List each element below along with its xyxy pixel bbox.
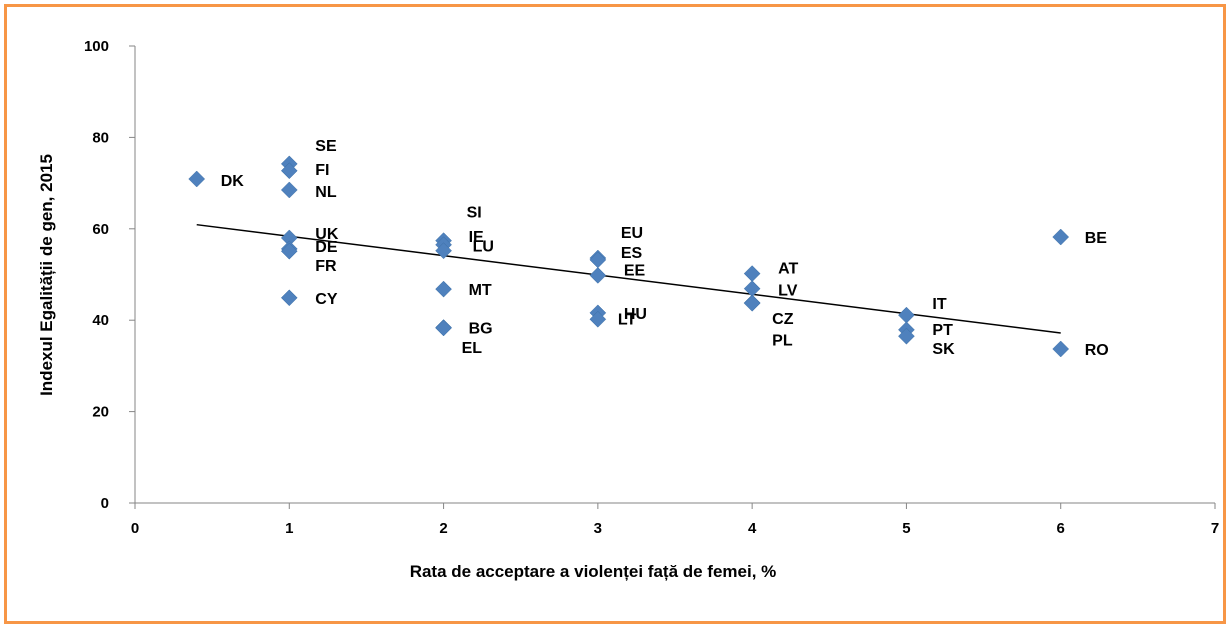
y-tick-label: 40: [92, 312, 109, 329]
point-label-lv: LV: [778, 283, 798, 300]
x-tick-label: 7: [1211, 520, 1219, 537]
x-tick-label: 5: [902, 520, 910, 537]
point-label-cy: CY: [315, 291, 338, 308]
data-point-ro: [1052, 340, 1070, 358]
data-point-el: [435, 319, 452, 337]
point-label-ee: EE: [624, 262, 646, 279]
data-point-fr: [280, 242, 298, 260]
data-point-es: [589, 251, 607, 269]
point-label-si: SI: [467, 205, 482, 222]
data-points: [188, 155, 1070, 358]
y-tick-label: 0: [101, 495, 109, 512]
point-label-fi: FI: [315, 162, 329, 179]
data-point-pl: [743, 294, 761, 312]
point-label-fr: FR: [315, 258, 337, 275]
point-label-bg: BG: [469, 321, 493, 338]
data-point-dk: [188, 170, 206, 188]
point-label-de: DE: [315, 239, 338, 256]
point-label-ro: RO: [1085, 342, 1109, 359]
x-tick-label: 2: [439, 520, 447, 537]
y-axis-title: Indexul Egalității de gen, 2015: [37, 154, 56, 396]
x-tick-label: 3: [594, 520, 602, 537]
y-tick-label: 80: [92, 129, 109, 146]
point-label-pl: PL: [772, 332, 793, 349]
point-label-cz: CZ: [772, 311, 794, 328]
data-point-mt: [435, 280, 452, 298]
y-tick-label: 100: [84, 38, 109, 55]
data-point-fi: [280, 162, 298, 180]
point-label-it: IT: [932, 296, 946, 313]
data-point-cy: [280, 289, 298, 307]
data-point-nl: [280, 181, 298, 199]
point-label-nl: NL: [315, 184, 337, 201]
point-label-lu: LU: [473, 239, 494, 256]
point-label-uk: UK: [315, 226, 339, 243]
point-label-at: AT: [778, 261, 798, 278]
x-axis-title: Rata de acceptare a violenței față de fe…: [410, 562, 777, 581]
x-tick-label: 0: [131, 520, 139, 537]
data-point-at: [743, 265, 761, 282]
point-label-sk: SK: [932, 341, 955, 358]
data-point-lu: [435, 242, 452, 260]
data-point-be: [1052, 228, 1070, 246]
trendline: [196, 223, 1061, 334]
x-tick-label: 6: [1057, 520, 1065, 537]
point-label-se: SE: [315, 138, 337, 155]
y-tick-label: 60: [92, 221, 109, 238]
data-point-ee: [589, 267, 607, 284]
x-tick-label: 1: [285, 520, 293, 537]
trendline-group: [196, 223, 1061, 334]
point-label-hu: HU: [624, 306, 647, 323]
data-point-lt: [589, 310, 607, 328]
data-point-it: [898, 306, 915, 324]
data-point-sk: [898, 327, 915, 345]
point-label-mt: MT: [469, 282, 492, 299]
point-label-dk: DK: [221, 173, 245, 190]
y-tick-label: 20: [92, 404, 109, 421]
point-label-el: EL: [462, 340, 483, 357]
point-label-lt: LT: [618, 311, 637, 328]
x-tick-label: 4: [748, 520, 757, 537]
point-label-be: BE: [1085, 230, 1108, 247]
point-label-eu: EU: [621, 225, 643, 242]
point-label-es: ES: [621, 245, 643, 262]
point-label-ie: IE: [469, 229, 484, 246]
y-axis: 0 20 40 60 80 100: [84, 38, 136, 512]
point-label-pt: PT: [932, 322, 953, 339]
x-axis: 0 1 2 3 4 5 6 7: [131, 502, 1219, 537]
